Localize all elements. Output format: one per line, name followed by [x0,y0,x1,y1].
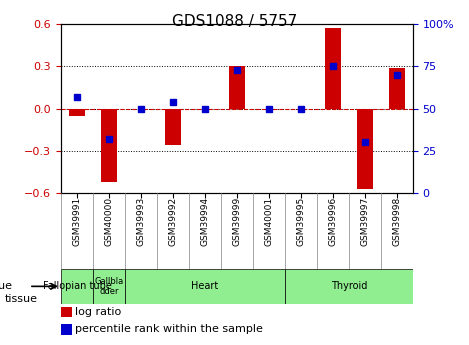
Bar [101,109,117,182]
Bar [61,307,71,317]
Text: Thyroid: Thyroid [331,282,367,291]
Text: GSM39996: GSM39996 [328,197,337,246]
Bar [357,109,373,189]
Text: GSM39999: GSM39999 [232,197,242,246]
Text: Heart: Heart [191,282,219,291]
Text: tissue: tissue [5,294,38,304]
Text: percentile rank within the sample: percentile rank within the sample [75,325,263,334]
Bar [69,109,85,116]
Text: GSM39998: GSM39998 [392,197,401,246]
Bar [325,28,341,109]
Text: Gallbla
dder: Gallbla dder [94,277,123,296]
Bar [229,66,245,109]
Text: tissue: tissue [0,282,13,291]
FancyBboxPatch shape [125,269,285,304]
Text: Fallopian tube: Fallopian tube [43,282,112,291]
FancyBboxPatch shape [61,269,93,304]
Text: GSM39991: GSM39991 [72,197,82,246]
Text: GSM39993: GSM39993 [136,197,145,246]
Text: log ratio: log ratio [75,307,121,317]
Text: GSM40001: GSM40001 [265,197,273,246]
Bar [389,68,405,109]
Text: GSM39997: GSM39997 [360,197,369,246]
Text: GSM40000: GSM40000 [105,197,113,246]
Text: GSM39994: GSM39994 [200,197,209,246]
Text: GSM39995: GSM39995 [296,197,305,246]
Bar [165,109,181,145]
Text: GDS1088 / 5757: GDS1088 / 5757 [172,14,297,29]
Text: GSM39992: GSM39992 [168,197,177,246]
FancyBboxPatch shape [93,269,125,304]
FancyBboxPatch shape [285,269,413,304]
Bar [61,324,71,335]
